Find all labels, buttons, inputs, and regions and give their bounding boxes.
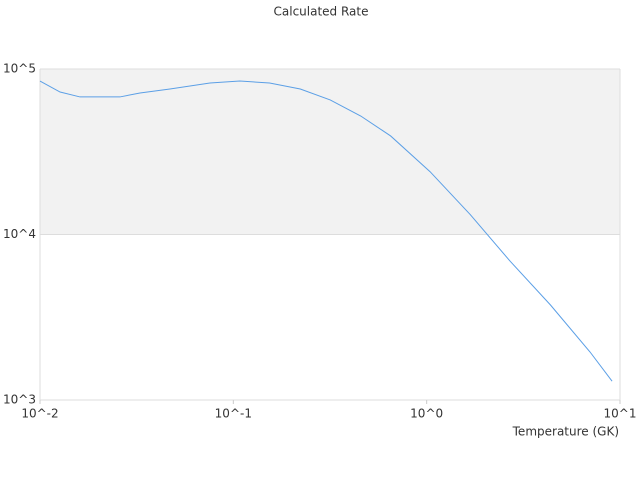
chart-title: Calculated Rate: [274, 5, 369, 19]
x-tick-label: 10^-1: [215, 407, 252, 421]
x-tick-label: 10^-2: [21, 407, 58, 421]
y-tick-label: 10^3: [3, 393, 36, 407]
y-tick-label: 10^5: [3, 62, 36, 76]
x-tick-label: 10^1: [604, 407, 637, 421]
grid-band: [40, 69, 620, 235]
x-tick-label: 10^0: [410, 407, 443, 421]
x-axis-label: Temperature (GK): [512, 425, 619, 439]
line-series: [39, 80, 613, 382]
y-tick-label: 10^4: [3, 227, 36, 241]
